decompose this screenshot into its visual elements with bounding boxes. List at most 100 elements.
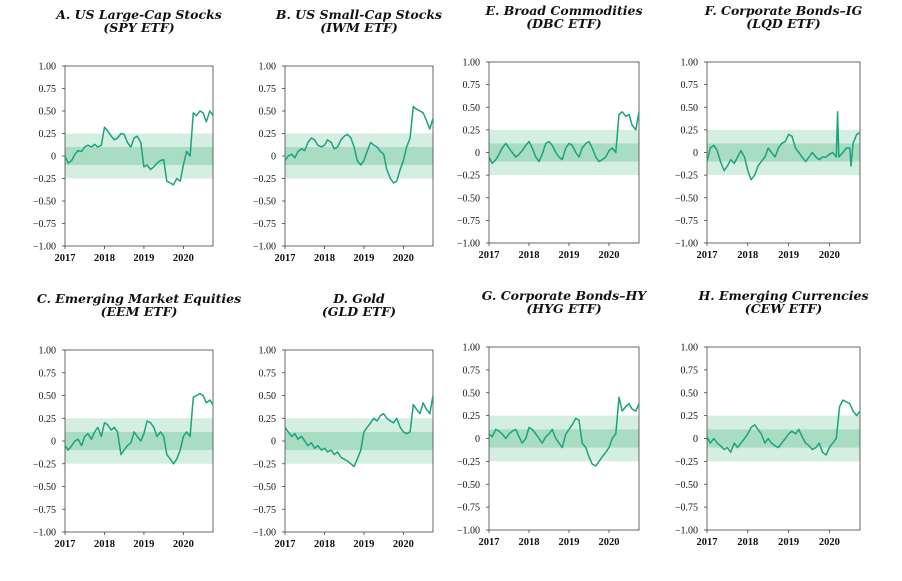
series-line xyxy=(64,110,214,186)
y-tick-label: −0.25 xyxy=(33,174,56,185)
y-tick-label: 0.75 xyxy=(463,365,481,376)
y-tick-label: 0 xyxy=(475,434,480,445)
y-tick-label: 0.75 xyxy=(681,80,699,91)
x-tick-label: 2018 xyxy=(314,539,335,550)
y-tick-label: −0.50 xyxy=(253,482,276,493)
panel-subtitle: (IWM ETF) xyxy=(320,20,398,35)
x-tick-label: 2018 xyxy=(94,539,115,550)
y-tick-label: 0 xyxy=(693,434,698,445)
y-tick-label: −0.75 xyxy=(253,505,276,516)
x-tick-label: 2018 xyxy=(519,250,540,261)
y-tick-label: −0.75 xyxy=(457,503,480,514)
inner-band xyxy=(285,431,433,451)
panel-title: H. Emerging Currencies xyxy=(697,288,868,303)
y-tick-label: 0.75 xyxy=(259,368,277,379)
series-line xyxy=(706,111,861,181)
y-tick-label: −0.50 xyxy=(33,482,56,493)
y-tick-label: 0.25 xyxy=(259,414,277,425)
chart-panel-4: F. Corporate Bonds–IG(LQD ETF) 1.00 0.75 0.… xyxy=(675,3,863,261)
y-tick-label: −0.50 xyxy=(33,197,56,208)
panel-title: E. Broad Commodities xyxy=(485,3,643,18)
y-tick-label: 0.75 xyxy=(681,365,699,376)
chart-panel-6: D. Gold(GLD ETF) 1.00 0.75 0.50 0.25 0 −0.25 −0… xyxy=(253,291,434,550)
y-tick-label: −0.25 xyxy=(457,457,480,468)
panel-title: B. US Small-Cap Stocks xyxy=(275,7,442,22)
y-tick-label: 0.75 xyxy=(39,368,57,379)
y-tick-label: −0.75 xyxy=(253,219,276,230)
x-tick-label: 2020 xyxy=(599,250,620,261)
y-tick-label: −0.25 xyxy=(457,171,480,182)
y-tick-label: −0.25 xyxy=(253,174,276,185)
chart-panel-7: G. Corporate Bonds–HY(HYG ETF) 1.00 0.75 0.… xyxy=(457,288,647,548)
y-tick-label: 0.50 xyxy=(39,107,57,118)
x-tick-label: 2017 xyxy=(55,539,76,550)
y-tick-label: 0 xyxy=(271,437,276,448)
y-tick-label: −1.00 xyxy=(33,528,56,539)
y-tick-label: 1.00 xyxy=(259,346,277,357)
y-tick-label: 0.25 xyxy=(39,129,57,140)
series-line xyxy=(284,395,434,468)
x-tick-label: 2018 xyxy=(737,250,758,261)
panel-subtitle: (SPY ETF) xyxy=(103,20,174,35)
y-tick-label: 0.50 xyxy=(463,103,481,114)
x-tick-label: 2020 xyxy=(819,537,840,548)
y-tick-label: 1.00 xyxy=(463,58,481,69)
y-tick-label: −0.25 xyxy=(675,171,698,182)
x-tick-label: 2019 xyxy=(133,539,154,550)
x-tick-label: 2019 xyxy=(559,250,580,261)
x-tick-label: 2020 xyxy=(599,537,620,548)
inner-band xyxy=(65,147,213,165)
y-tick-label: 0.25 xyxy=(681,411,699,422)
chart-panel-3: E. Broad Commodities(DBC ETF) 1.00 0.75 0.5… xyxy=(457,3,643,261)
x-tick-label: 2019 xyxy=(353,539,374,550)
y-tick-label: 0 xyxy=(271,152,276,163)
y-tick-label: −0.50 xyxy=(253,197,276,208)
x-tick-label: 2019 xyxy=(778,250,799,261)
series-line xyxy=(284,105,434,184)
x-tick-label: 2017 xyxy=(697,537,718,548)
y-tick-label: 0.50 xyxy=(259,391,277,402)
panel-title: F. Corporate Bonds–IG xyxy=(704,3,863,18)
y-tick-label: 0 xyxy=(693,148,698,159)
y-tick-label: −0.25 xyxy=(675,457,698,468)
y-tick-label: 1.00 xyxy=(39,346,57,357)
panel-subtitle: (EEM ETF) xyxy=(101,304,178,319)
inner-band xyxy=(707,429,860,448)
y-tick-label: −0.50 xyxy=(457,193,480,204)
y-tick-label: 0 xyxy=(51,437,56,448)
y-tick-label: −0.75 xyxy=(33,219,56,230)
y-tick-label: 0.50 xyxy=(681,103,699,114)
y-tick-label: 0.25 xyxy=(681,125,699,136)
panel-title: G. Corporate Bonds–HY xyxy=(482,288,647,303)
panel-subtitle: (LQD ETF) xyxy=(746,16,820,31)
x-tick-label: 2020 xyxy=(393,539,414,550)
y-tick-label: 0.75 xyxy=(39,84,57,95)
y-tick-label: 0.25 xyxy=(259,129,277,140)
x-tick-label: 2020 xyxy=(173,253,194,264)
y-tick-label: 0 xyxy=(475,148,480,159)
y-tick-label: −0.50 xyxy=(675,480,698,491)
x-tick-label: 2020 xyxy=(173,539,194,550)
y-tick-label: 1.00 xyxy=(259,62,277,73)
panel-title: C. Emerging Market Equities xyxy=(37,291,241,306)
y-tick-label: −1.00 xyxy=(675,239,698,250)
y-tick-label: 0.25 xyxy=(463,125,481,136)
y-tick-label: −0.50 xyxy=(675,193,698,204)
panel-subtitle: (HYG ETF) xyxy=(526,301,601,316)
chart-panel-8: H. Emerging Currencies(CEW ETF) 1.00 0.75 0… xyxy=(675,288,869,548)
x-tick-label: 2017 xyxy=(275,539,296,550)
x-tick-label: 2019 xyxy=(778,537,799,548)
panel-title: D. Gold xyxy=(332,291,385,306)
x-tick-label: 2020 xyxy=(819,250,840,261)
y-tick-label: 0.75 xyxy=(259,84,277,95)
panel-subtitle: (CEW ETF) xyxy=(745,301,822,316)
y-tick-label: −1.00 xyxy=(253,242,276,253)
x-tick-label: 2017 xyxy=(55,253,76,264)
y-tick-label: 1.00 xyxy=(681,58,699,69)
y-tick-label: −1.00 xyxy=(253,528,276,539)
x-tick-label: 2017 xyxy=(275,253,296,264)
y-tick-label: −1.00 xyxy=(33,242,56,253)
y-tick-label: 0.25 xyxy=(463,411,481,422)
chart-panel-5: C. Emerging Market Equities(EEM ETF) 1.00… xyxy=(33,291,241,550)
x-tick-label: 2019 xyxy=(353,253,374,264)
